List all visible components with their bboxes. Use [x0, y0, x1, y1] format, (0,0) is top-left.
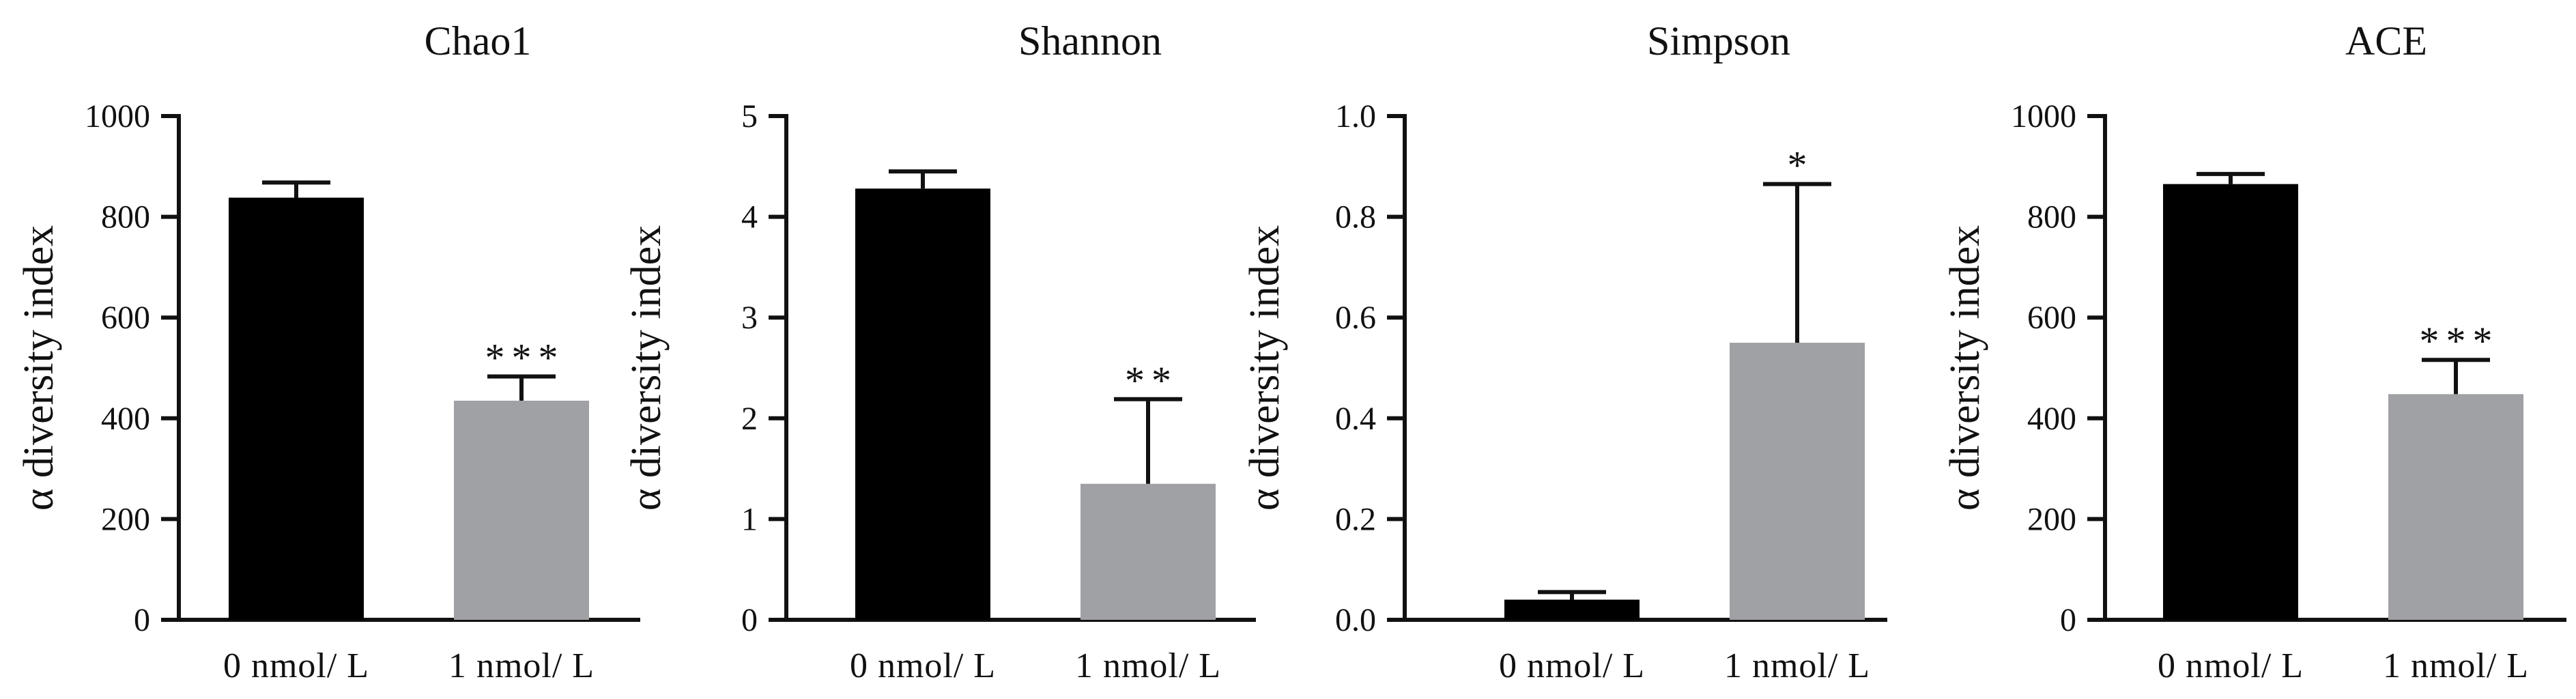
- x-category-label: 1 nmol/ L: [448, 646, 595, 685]
- y-axis-label: α diversity index: [1242, 225, 1288, 511]
- y-tick-label: 0.0: [1335, 602, 1376, 638]
- y-tick-label: 200: [2027, 501, 2076, 537]
- y-axis-label: α diversity index: [16, 225, 62, 511]
- y-tick-label: 200: [101, 501, 150, 537]
- y-axis-label: α diversity index: [1942, 225, 1988, 511]
- y-tick-label: 2: [741, 401, 758, 437]
- bar-2: [1081, 483, 1216, 620]
- y-tick-label: 1000: [2011, 98, 2076, 134]
- y-tick-label: 0.4: [1335, 401, 1376, 437]
- chart-panel-3: Simpson α diversity index 0.0 0.2 0.4 0.6 0.8 1…: [1242, 18, 1887, 685]
- y-tick-label: 400: [101, 401, 150, 437]
- bar-1: [1504, 599, 1640, 620]
- chart-title: Simpson: [1647, 18, 1790, 63]
- y-tick-label: 600: [2027, 300, 2076, 336]
- significance-marker: ***: [485, 336, 565, 380]
- y-tick-label: 0.2: [1335, 501, 1376, 537]
- y-axis-label: α diversity index: [623, 225, 670, 511]
- significance-marker: *: [1788, 143, 1814, 188]
- y-tick-label: 1000: [85, 98, 150, 134]
- bar-2: [1730, 343, 1865, 620]
- y-tick-label: 400: [2027, 401, 2076, 437]
- significance-marker: ***: [2420, 319, 2500, 363]
- x-category-label: 0 nmol/ L: [2158, 646, 2304, 685]
- chart-panel-4: ACE α diversity index 0 200 400 600 800 1000 0 n…: [1942, 18, 2566, 685]
- x-category-label: 1 nmol/ L: [2383, 646, 2529, 685]
- y-tick-label: 800: [2027, 199, 2076, 236]
- x-category-label: 1 nmol/ L: [1724, 646, 1870, 685]
- chart-panel-2: Shannon α diversity index 0 1 2 3 4 5 0 nmol/ L *…: [623, 18, 1256, 685]
- y-tick-label: 0.6: [1335, 300, 1376, 336]
- y-tick-label: 0: [741, 602, 758, 638]
- chart-title: Shannon: [1018, 18, 1162, 63]
- bar-1: [229, 197, 364, 620]
- bar-1: [855, 188, 990, 620]
- y-tick-label: 1: [741, 501, 758, 537]
- chart-title: Chao1: [425, 18, 532, 63]
- y-tick-label: 0: [134, 602, 150, 638]
- y-tick-label: 0.8: [1335, 199, 1376, 236]
- bar-1: [2163, 184, 2298, 620]
- x-category-label: 0 nmol/ L: [223, 646, 369, 685]
- x-category-label: 1 nmol/ L: [1075, 646, 1221, 685]
- y-tick-label: 0: [2060, 602, 2076, 638]
- y-tick-label: 800: [101, 199, 150, 236]
- x-category-label: 0 nmol/ L: [850, 646, 996, 685]
- x-category-label: 0 nmol/ L: [1499, 646, 1645, 685]
- bar-2: [454, 400, 589, 620]
- chart-panel-1: Chao1 α diversity index 0 200 400 600 800 1000 0…: [16, 18, 640, 685]
- y-tick-label: 4: [741, 199, 758, 236]
- y-tick-label: 5: [741, 98, 758, 134]
- y-tick-label: 600: [101, 300, 150, 336]
- y-tick-label: 3: [741, 300, 758, 336]
- significance-marker: **: [1125, 358, 1178, 403]
- bar-2: [2388, 394, 2523, 620]
- y-tick-label: 1.0: [1335, 98, 1376, 134]
- chart-title: ACE: [2345, 18, 2427, 63]
